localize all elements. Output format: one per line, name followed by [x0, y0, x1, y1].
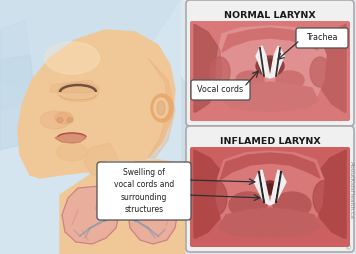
Ellipse shape [261, 181, 279, 195]
Polygon shape [62, 186, 120, 244]
Ellipse shape [205, 181, 227, 215]
Ellipse shape [236, 71, 264, 89]
Ellipse shape [40, 111, 70, 129]
Polygon shape [148, 58, 175, 158]
Polygon shape [128, 186, 178, 244]
Text: NORMAL LARYNX: NORMAL LARYNX [224, 10, 316, 20]
Polygon shape [216, 151, 324, 238]
Text: Vocal cords: Vocal cords [197, 86, 243, 94]
Polygon shape [220, 153, 320, 180]
Polygon shape [194, 24, 222, 112]
Ellipse shape [75, 178, 185, 252]
FancyBboxPatch shape [186, 0, 354, 126]
Ellipse shape [57, 82, 99, 102]
Ellipse shape [273, 192, 311, 218]
Ellipse shape [313, 181, 335, 215]
Polygon shape [194, 150, 226, 238]
Ellipse shape [151, 94, 173, 122]
Polygon shape [216, 26, 326, 112]
Text: ©: © [345, 245, 352, 251]
Polygon shape [222, 82, 318, 112]
Polygon shape [18, 30, 175, 178]
Polygon shape [0, 55, 40, 150]
FancyBboxPatch shape [296, 28, 348, 48]
FancyBboxPatch shape [191, 80, 250, 100]
Polygon shape [0, 0, 180, 120]
FancyBboxPatch shape [110, 176, 130, 181]
Ellipse shape [67, 118, 73, 122]
Text: Swelling of
vocal cords and
surrounding
structures: Swelling of vocal cords and surrounding … [114, 168, 174, 214]
Polygon shape [270, 170, 286, 205]
Polygon shape [50, 80, 100, 93]
FancyBboxPatch shape [110, 187, 130, 193]
Polygon shape [218, 208, 320, 238]
Ellipse shape [57, 143, 87, 161]
Ellipse shape [310, 57, 330, 87]
Text: Trachea: Trachea [306, 34, 338, 42]
Ellipse shape [229, 192, 267, 218]
FancyBboxPatch shape [186, 126, 354, 252]
Ellipse shape [57, 118, 63, 122]
Polygon shape [318, 24, 346, 112]
Polygon shape [55, 133, 86, 143]
Polygon shape [314, 150, 346, 238]
Ellipse shape [276, 71, 304, 89]
Ellipse shape [110, 160, 200, 230]
Ellipse shape [260, 59, 280, 74]
Polygon shape [113, 168, 127, 210]
FancyBboxPatch shape [190, 21, 350, 121]
Ellipse shape [264, 184, 276, 194]
Polygon shape [0, 0, 180, 254]
FancyBboxPatch shape [110, 194, 130, 198]
FancyBboxPatch shape [110, 182, 130, 186]
Polygon shape [194, 24, 222, 112]
Text: AboutKidsHealth.ca: AboutKidsHealth.ca [349, 161, 354, 219]
Polygon shape [82, 140, 118, 178]
Ellipse shape [44, 42, 99, 74]
Ellipse shape [157, 101, 165, 115]
Ellipse shape [210, 57, 230, 87]
Polygon shape [254, 170, 270, 205]
Polygon shape [222, 28, 318, 52]
FancyBboxPatch shape [110, 199, 130, 204]
Polygon shape [256, 46, 270, 78]
FancyBboxPatch shape [110, 169, 130, 174]
FancyBboxPatch shape [190, 147, 350, 247]
Ellipse shape [0, 35, 205, 245]
Polygon shape [60, 168, 185, 254]
FancyBboxPatch shape [97, 162, 191, 220]
Ellipse shape [55, 112, 73, 124]
Ellipse shape [256, 56, 284, 76]
Text: INFLAMED LARYNX: INFLAMED LARYNX [220, 136, 320, 146]
Polygon shape [270, 46, 284, 78]
Ellipse shape [154, 98, 168, 118]
Polygon shape [0, 20, 35, 110]
Polygon shape [84, 143, 118, 175]
